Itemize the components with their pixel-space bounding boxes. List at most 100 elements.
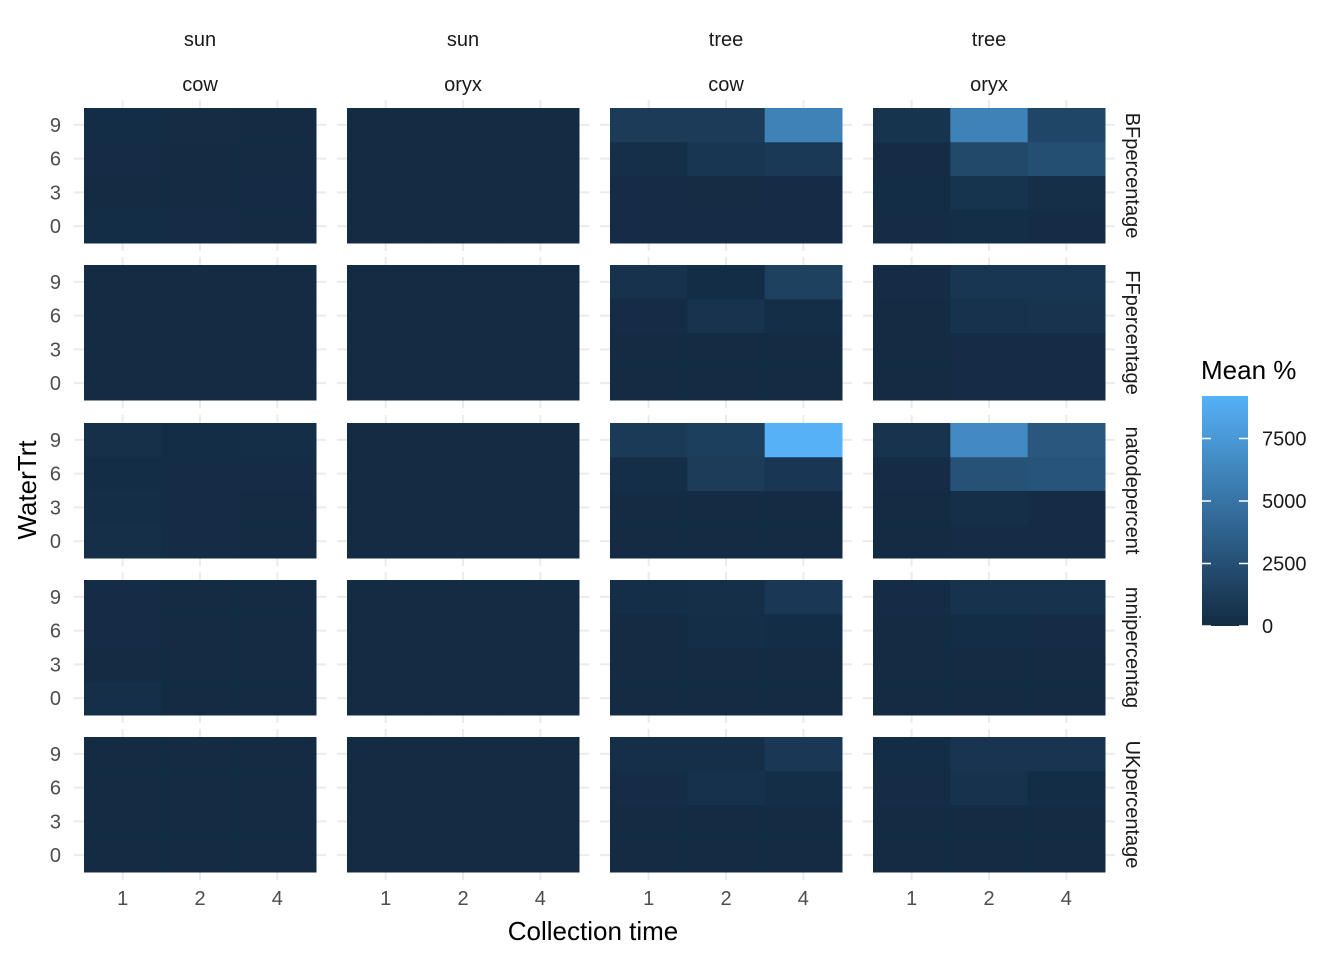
heatmap-cell-FFpercentage-sun-cow-y6-x2 xyxy=(161,298,240,333)
heatmap-cell-FFpercentage-sun-cow-y6-x4 xyxy=(238,298,317,333)
row-strip-label: mnipercentag xyxy=(1121,587,1143,708)
heatmap-cell-natodepercent-tree-cow-y0-x4 xyxy=(764,524,843,559)
heatmap-cell-mnipercentag-tree-cow-y6-x4 xyxy=(764,613,843,648)
heatmap-cell-BFpercentage-sun-oryx-y9-x4 xyxy=(501,108,580,143)
heatmap-cell-natodepercent-tree-oryx-y3-x4 xyxy=(1027,490,1106,525)
heatmap-cell-BFpercentage-sun-cow-y6-x2 xyxy=(161,141,240,176)
heatmap-cell-BFpercentage-tree-cow-y9-x1 xyxy=(610,108,688,143)
heatmap-cell-natodepercent-tree-cow-y9-x4 xyxy=(764,423,843,458)
heatmap-cell-FFpercentage-sun-cow-y9-x2 xyxy=(161,265,240,300)
x-tick-label: 4 xyxy=(798,888,809,910)
heatmap-cell-FFpercentage-tree-oryx-y6-x2 xyxy=(950,298,1029,333)
heatmap-cell-natodepercent-tree-oryx-y9-x2 xyxy=(950,423,1029,458)
heatmap-cell-mnipercentag-tree-cow-y3-x4 xyxy=(764,647,843,682)
heatmap-cell-UKpercentage-tree-cow-y3-x2 xyxy=(687,804,766,839)
heatmap-cell-BFpercentage-tree-oryx-y6-x4 xyxy=(1027,141,1106,176)
heatmap-cell-natodepercent-sun-cow-y0-x2 xyxy=(161,524,240,559)
col-strip-label-top: sun xyxy=(447,29,479,51)
heatmap-cell-FFpercentage-sun-oryx-y3-x1 xyxy=(347,332,425,367)
heatmap-cell-BFpercentage-tree-oryx-y3-x4 xyxy=(1027,175,1106,210)
heatmap-cell-UKpercentage-tree-cow-y3-x4 xyxy=(764,804,843,839)
heatmap-cell-mnipercentag-sun-oryx-y6-x1 xyxy=(347,613,425,648)
heatmap-cell-UKpercentage-sun-cow-y0-x2 xyxy=(161,838,240,873)
heatmap-cell-mnipercentag-tree-cow-y6-x1 xyxy=(610,613,688,648)
heatmap-cell-mnipercentag-tree-cow-y9-x4 xyxy=(764,580,843,615)
heatmap-cell-FFpercentage-sun-oryx-y3-x2 xyxy=(424,332,503,367)
heatmap-cell-FFpercentage-tree-cow-y9-x1 xyxy=(610,265,688,300)
heatmap-cell-natodepercent-tree-cow-y3-x4 xyxy=(764,490,843,525)
heatmap-cell-natodepercent-sun-oryx-y9-x4 xyxy=(501,423,580,458)
heatmap-cell-BFpercentage-tree-oryx-y3-x2 xyxy=(950,175,1029,210)
heatmap-cell-UKpercentage-sun-cow-y3-x2 xyxy=(161,804,240,839)
heatmap-cell-UKpercentage-sun-oryx-y3-x4 xyxy=(501,804,580,839)
heatmap-cell-mnipercentag-tree-oryx-y9-x4 xyxy=(1027,580,1106,615)
heatmap-cell-mnipercentag-sun-cow-y6-x4 xyxy=(238,613,317,648)
heatmap-cell-BFpercentage-sun-oryx-y6-x2 xyxy=(424,141,503,176)
heatmap-cell-mnipercentag-tree-oryx-y3-x1 xyxy=(873,647,951,682)
heatmap-cell-BFpercentage-tree-cow-y9-x4 xyxy=(764,108,843,143)
heatmap-cell-UKpercentage-sun-cow-y6-x1 xyxy=(84,770,162,805)
heatmap-cell-BFpercentage-sun-oryx-y6-x1 xyxy=(347,141,425,176)
heatmap-cell-UKpercentage-sun-cow-y0-x1 xyxy=(84,838,162,873)
y-tick-label: 9 xyxy=(50,744,61,766)
heatmap-tiles xyxy=(84,108,1106,873)
heatmap-cell-natodepercent-tree-cow-y9-x2 xyxy=(687,423,766,458)
col-strip-label-top: sun xyxy=(184,29,216,51)
heatmap-cell-mnipercentag-tree-oryx-y0-x2 xyxy=(950,681,1029,716)
heatmap-cell-mnipercentag-tree-cow-y0-x4 xyxy=(764,681,843,716)
col-strip-label-bottom: cow xyxy=(708,74,744,96)
heatmap-cell-mnipercentag-sun-oryx-y0-x4 xyxy=(501,681,580,716)
y-tick-label: 9 xyxy=(50,587,61,609)
heatmap-cell-mnipercentag-sun-cow-y9-x1 xyxy=(84,580,162,615)
heatmap-cell-FFpercentage-tree-cow-y3-x1 xyxy=(610,332,688,367)
heatmap-cell-BFpercentage-tree-oryx-y0-x4 xyxy=(1027,209,1106,244)
legend-title: Mean % xyxy=(1201,355,1296,385)
heatmap-cell-UKpercentage-sun-oryx-y6-x2 xyxy=(424,770,503,805)
heatmap-cell-FFpercentage-tree-oryx-y6-x1 xyxy=(873,298,951,333)
heatmap-cell-mnipercentag-sun-cow-y9-x4 xyxy=(238,580,317,615)
heatmap-cell-UKpercentage-tree-cow-y6-x4 xyxy=(764,770,843,805)
legend-break-label: 2500 xyxy=(1262,554,1307,576)
heatmap-cell-UKpercentage-tree-oryx-y3-x4 xyxy=(1027,804,1106,839)
y-tick-label: 0 xyxy=(50,373,61,395)
heatmap-cell-BFpercentage-sun-cow-y3-x4 xyxy=(238,175,317,210)
heatmap-cell-mnipercentag-sun-cow-y6-x2 xyxy=(161,613,240,648)
heatmap-cell-FFpercentage-tree-oryx-y6-x4 xyxy=(1027,298,1106,333)
heatmap-cell-natodepercent-tree-oryx-y0-x4 xyxy=(1027,524,1106,559)
heatmap-cell-UKpercentage-sun-cow-y0-x4 xyxy=(238,838,317,873)
heatmap-cell-mnipercentag-tree-cow-y9-x1 xyxy=(610,580,688,615)
heatmap-cell-FFpercentage-sun-oryx-y3-x4 xyxy=(501,332,580,367)
heatmap-cell-BFpercentage-sun-oryx-y3-x1 xyxy=(347,175,425,210)
heatmap-cell-UKpercentage-tree-cow-y9-x1 xyxy=(610,737,688,772)
heatmap-cell-UKpercentage-sun-oryx-y3-x1 xyxy=(347,804,425,839)
heatmap-cell-natodepercent-tree-oryx-y9-x1 xyxy=(873,423,951,458)
heatmap-cell-mnipercentag-tree-cow-y3-x1 xyxy=(610,647,688,682)
heatmap-cell-UKpercentage-sun-cow-y6-x2 xyxy=(161,770,240,805)
heatmap-cell-FFpercentage-sun-cow-y9-x1 xyxy=(84,265,162,300)
heatmap-cell-FFpercentage-sun-oryx-y9-x2 xyxy=(424,265,503,300)
y-tick-label: 9 xyxy=(50,115,61,137)
heatmap-cell-BFpercentage-sun-cow-y0-x2 xyxy=(161,209,240,244)
row-strip-group: mnipercentag xyxy=(1121,587,1143,708)
heatmap-cell-natodepercent-sun-cow-y0-x1 xyxy=(84,524,162,559)
heatmap-cell-UKpercentage-tree-oryx-y0-x2 xyxy=(950,838,1029,873)
heatmap-cell-mnipercentag-sun-cow-y0-x2 xyxy=(161,681,240,716)
x-tick-label: 1 xyxy=(117,888,128,910)
y-tick-label: 6 xyxy=(50,464,61,486)
heatmap-cell-FFpercentage-sun-oryx-y9-x4 xyxy=(501,265,580,300)
heatmap-cell-BFpercentage-tree-cow-y0-x1 xyxy=(610,209,688,244)
row-strip-label: FFpercentage xyxy=(1121,270,1143,395)
heatmap-cell-mnipercentag-sun-cow-y3-x1 xyxy=(84,647,162,682)
heatmap-cell-BFpercentage-sun-cow-y9-x2 xyxy=(161,108,240,143)
heatmap-cell-mnipercentag-sun-oryx-y3-x1 xyxy=(347,647,425,682)
heatmap-cell-FFpercentage-tree-cow-y3-x4 xyxy=(764,332,843,367)
heatmap-cell-BFpercentage-sun-oryx-y9-x1 xyxy=(347,108,425,143)
heatmap-cell-natodepercent-sun-cow-y0-x4 xyxy=(238,524,317,559)
heatmap-cell-UKpercentage-sun-cow-y9-x1 xyxy=(84,737,162,772)
heatmap-cell-FFpercentage-tree-oryx-y3-x2 xyxy=(950,332,1029,367)
heatmap-cell-mnipercentag-tree-oryx-y3-x4 xyxy=(1027,647,1106,682)
y-tick-label: 3 xyxy=(50,811,61,833)
heatmap-cell-mnipercentag-sun-oryx-y9-x1 xyxy=(347,580,425,615)
heatmap-cell-natodepercent-tree-oryx-y6-x4 xyxy=(1027,456,1106,491)
